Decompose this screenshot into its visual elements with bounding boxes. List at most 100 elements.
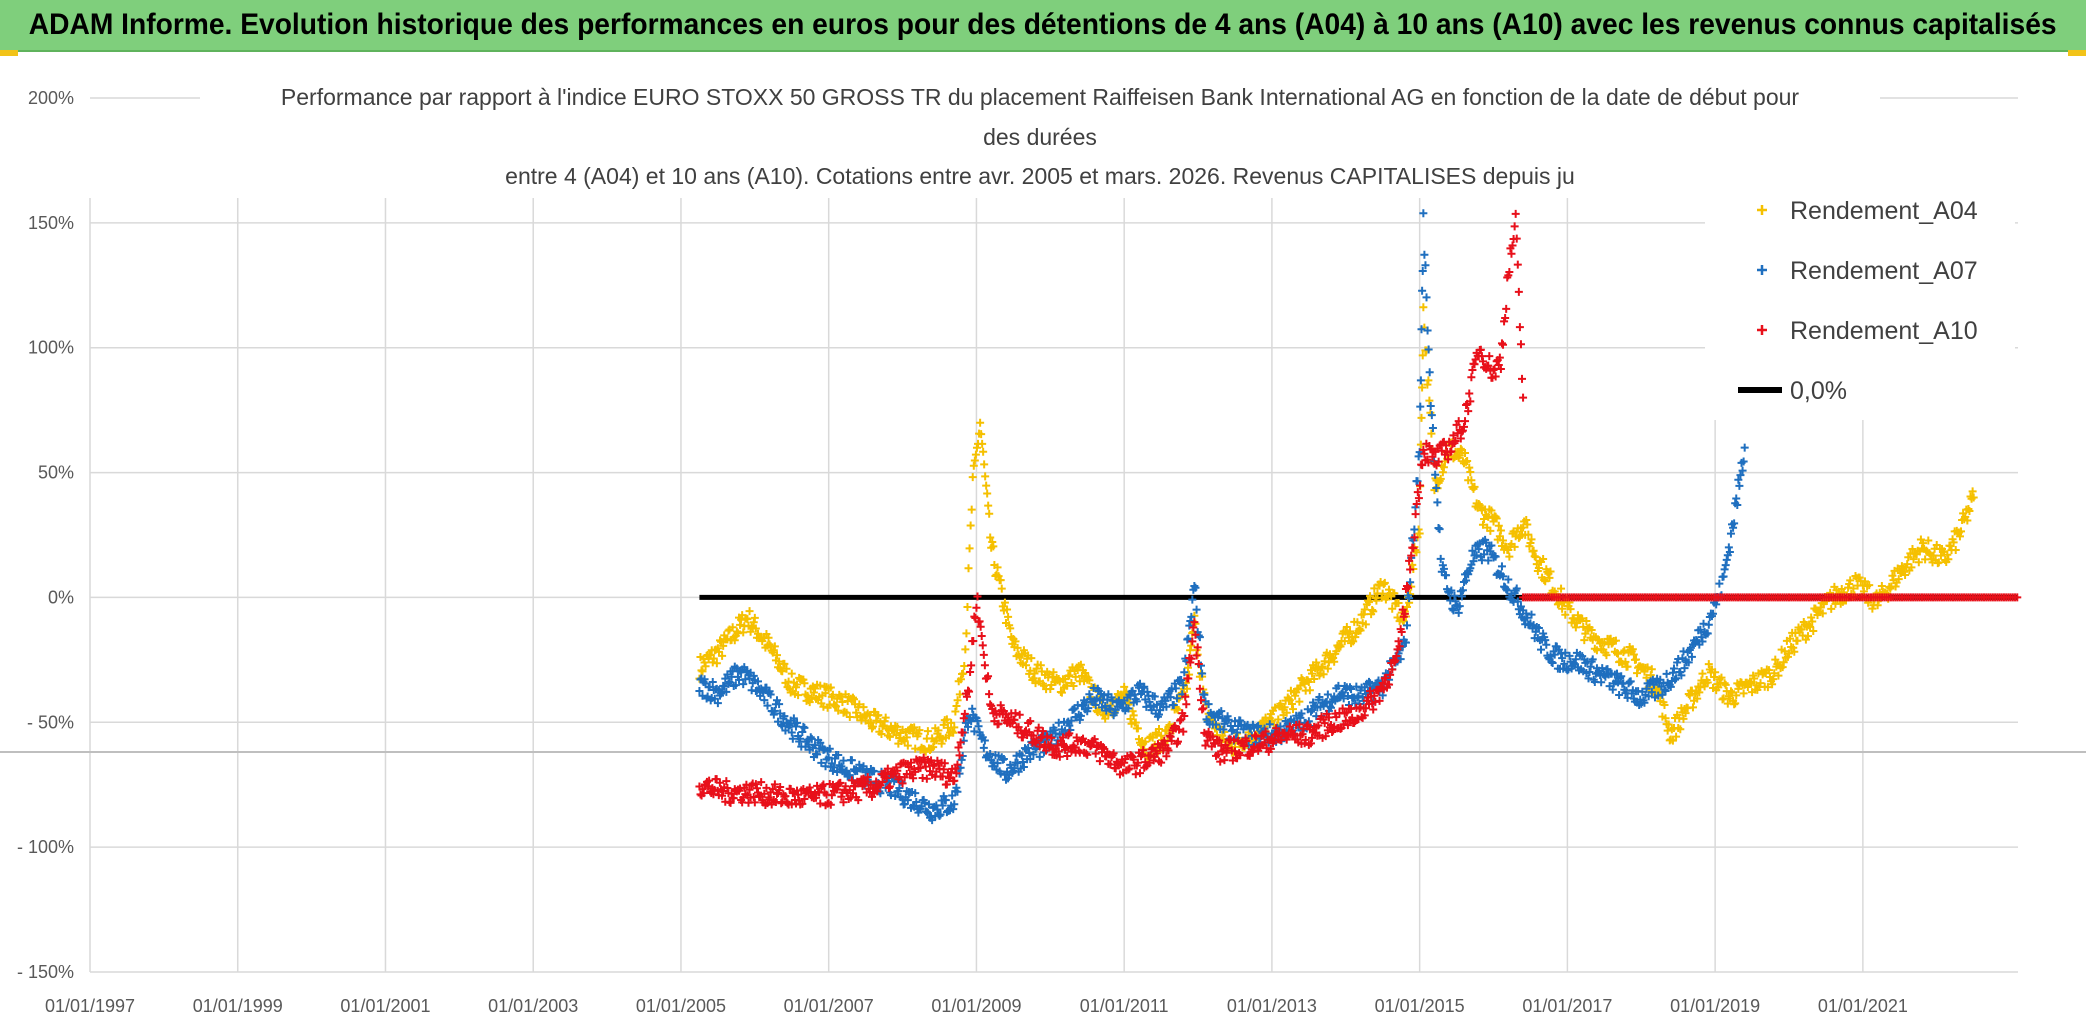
- data-point: [778, 667, 787, 676]
- data-point: [715, 778, 724, 787]
- data-point: [1058, 733, 1067, 742]
- data-point: [1681, 709, 1690, 718]
- data-point: [1693, 694, 1702, 703]
- data-point: [1442, 571, 1451, 580]
- data-point: [1428, 452, 1437, 461]
- data-point: [1511, 209, 1520, 218]
- data-point: [1438, 468, 1447, 477]
- data-point: [1327, 703, 1336, 712]
- data-point: [1955, 532, 1964, 541]
- data-point: [1647, 665, 1656, 674]
- legend-marker: [1757, 265, 1767, 275]
- data-point: [984, 672, 993, 681]
- data-point: [698, 785, 707, 794]
- data-point: [1469, 557, 1478, 566]
- data-point: [1026, 666, 1035, 675]
- data-point: [1451, 597, 1460, 606]
- data-point: [1427, 411, 1436, 420]
- data-point: [1582, 616, 1591, 625]
- data-point: [1132, 697, 1141, 706]
- data-point: [709, 654, 718, 663]
- data-point: [1518, 374, 1527, 383]
- data-point: [844, 772, 853, 781]
- data-point: [1697, 633, 1706, 642]
- data-point: [826, 683, 835, 692]
- data-point: [775, 700, 784, 709]
- data-point: [996, 576, 1005, 585]
- data-point: [1157, 731, 1166, 740]
- data-point: [1860, 577, 1869, 586]
- data-point: [1236, 751, 1245, 760]
- data-point: [1032, 736, 1041, 745]
- data-point: [1733, 500, 1742, 509]
- data-point: [1129, 711, 1138, 720]
- data-point: [809, 688, 818, 697]
- data-point: [1186, 658, 1195, 667]
- data-point: [999, 755, 1008, 764]
- data-point: [1774, 671, 1783, 680]
- data-point: [1873, 601, 1882, 610]
- data-point: [1558, 604, 1567, 613]
- data-point: [1076, 711, 1085, 720]
- data-point: [974, 722, 983, 731]
- data-point: [721, 674, 730, 683]
- data-point: [904, 763, 913, 772]
- data-point: [1427, 429, 1436, 438]
- data-point: [1124, 704, 1133, 713]
- data-point: [1036, 733, 1045, 742]
- data-point: [1732, 691, 1741, 700]
- data-point: [1780, 647, 1789, 656]
- data-point: [1004, 713, 1013, 722]
- data-point: [1043, 732, 1052, 741]
- data-point: [1428, 423, 1437, 432]
- data-point: [1191, 583, 1200, 592]
- data-point: [948, 791, 957, 800]
- data-point: [1280, 703, 1289, 712]
- chart-title-line: des durées: [983, 124, 1097, 150]
- data-point: [1198, 705, 1207, 714]
- data-point: [919, 753, 928, 762]
- data-point: [1214, 713, 1223, 722]
- data-point: [1734, 475, 1743, 484]
- data-point: [1380, 578, 1389, 587]
- legend-background: [1705, 185, 2015, 420]
- data-point: [1688, 703, 1697, 712]
- data-point: [1306, 739, 1315, 748]
- data-point: [1175, 725, 1184, 734]
- data-point: [885, 782, 894, 791]
- data-point: [1438, 561, 1447, 570]
- data-point: [951, 707, 960, 716]
- data-point: [1287, 700, 1296, 709]
- data-point: [1903, 560, 1912, 569]
- data-point: [1176, 716, 1185, 725]
- data-point: [964, 564, 973, 573]
- data-point: [762, 783, 771, 792]
- data-point: [1685, 691, 1694, 700]
- data-point: [966, 667, 975, 676]
- y-axis-ticks: 200% 150% 100% 50% 0% - 50% - 100% - 150%: [17, 88, 74, 982]
- data-point: [884, 784, 893, 793]
- data-point: [1332, 713, 1341, 722]
- data-point: [1160, 736, 1169, 745]
- data-point: [1171, 684, 1180, 693]
- data-point: [1046, 741, 1055, 750]
- data-point: [1449, 606, 1458, 615]
- data-point: [1804, 632, 1812, 641]
- data-point: [1466, 467, 1475, 476]
- data-point: [1162, 752, 1171, 761]
- data-point: [726, 798, 735, 807]
- data-point: [1807, 613, 1816, 622]
- data-point: [1738, 466, 1747, 475]
- data-point: [1503, 586, 1512, 595]
- data-point: [877, 730, 886, 739]
- data-point: [739, 628, 748, 637]
- data-point: [782, 664, 791, 673]
- data-point: [1416, 402, 1425, 411]
- data-point: [833, 785, 842, 794]
- data-point: [1412, 499, 1421, 508]
- legend-label: Rendement_A07: [1790, 257, 1978, 285]
- data-point: [1069, 681, 1078, 690]
- data-point: [861, 777, 870, 786]
- data-point: [750, 798, 759, 807]
- data-point: [1378, 679, 1387, 688]
